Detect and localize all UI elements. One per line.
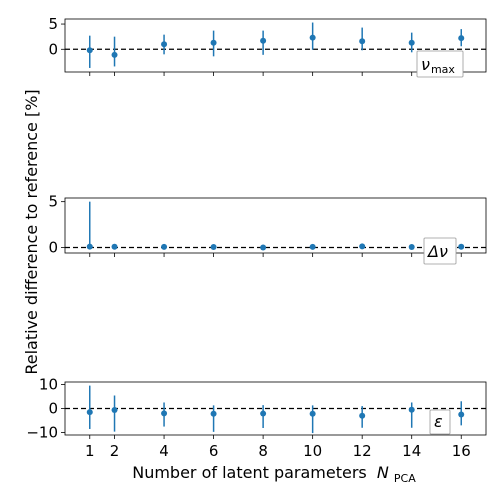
legend-box (429, 409, 451, 435)
x-axis-label-symbol: N (377, 463, 389, 482)
x-axis-label-text: Number of latent parameters (132, 463, 367, 482)
y-tick-label: 5 (48, 193, 58, 211)
data-point (309, 410, 316, 417)
data-point (359, 243, 366, 250)
x-tick-label: 12 (353, 442, 372, 460)
x-tick-label: 8 (258, 442, 268, 460)
panel-frame (64, 197, 487, 254)
data-point (161, 410, 168, 417)
x-tick-label: 4 (159, 442, 169, 460)
panel-2: 0 5 Δν (48, 193, 487, 265)
x-tick-label: 6 (209, 442, 219, 460)
data-point (161, 243, 168, 250)
data-point (408, 39, 415, 46)
x-tick-label: 16 (452, 442, 471, 460)
data-point (260, 410, 267, 417)
legend-box (423, 237, 457, 265)
data-point (210, 244, 217, 251)
data-point (86, 243, 93, 250)
data-point (458, 243, 465, 250)
y-axis-label: Relative difference to reference [%] (22, 89, 41, 374)
legend-subscript: max (431, 63, 455, 76)
data-point (309, 34, 316, 41)
panels-group: 0 5 νmax 0 5 Δν −10 0 10 ε (26, 15, 487, 442)
data-point (86, 47, 93, 54)
legend-symbol: Δν (426, 242, 448, 261)
y-tick-label: 5 (48, 15, 58, 33)
x-axis-label-subscript: PCA (394, 472, 416, 485)
x-tick-label: 2 (110, 442, 120, 460)
data-point (408, 406, 415, 413)
legend: ε (429, 409, 451, 435)
data-point (210, 39, 217, 46)
data-point (86, 409, 93, 416)
legend-symbol: ε (434, 412, 443, 431)
panel-frame (64, 18, 487, 73)
x-tick-labels: 1 2 4 6 8 10 12 14 16 (85, 442, 471, 460)
legend-symbol: ν (421, 55, 430, 74)
data-point (260, 37, 267, 44)
y-tick-label: 0 (48, 400, 58, 418)
legend: Δν (423, 237, 457, 265)
x-tick-label: 10 (303, 442, 322, 460)
legend-label: Δν (426, 242, 448, 261)
x-tick-label: 1 (85, 442, 95, 460)
panel-1: 0 5 νmax (48, 15, 487, 78)
legend: νmax (416, 50, 464, 78)
legend-label: νmax (421, 55, 455, 76)
data-point (260, 244, 267, 251)
data-point (359, 38, 366, 45)
panel-3: −10 0 10 ε (26, 375, 487, 442)
data-point (458, 35, 465, 42)
data-point (309, 243, 316, 250)
y-tick-label: 0 (48, 40, 58, 58)
data-point (111, 406, 118, 413)
y-tick-label: 0 (48, 239, 58, 257)
data-point (161, 41, 168, 48)
legend-label: ε (434, 412, 443, 431)
data-point (458, 411, 465, 418)
data-point (359, 412, 366, 419)
y-tick-label: −10 (26, 424, 58, 442)
x-axis-label: Number of latent parameters N PCA (132, 463, 416, 485)
legend-box (416, 50, 464, 78)
data-point (111, 51, 118, 58)
y-tick-label: 10 (39, 375, 58, 393)
x-tick-label: 14 (402, 442, 421, 460)
data-point (408, 243, 415, 250)
data-point (111, 243, 118, 250)
data-point (210, 410, 217, 417)
